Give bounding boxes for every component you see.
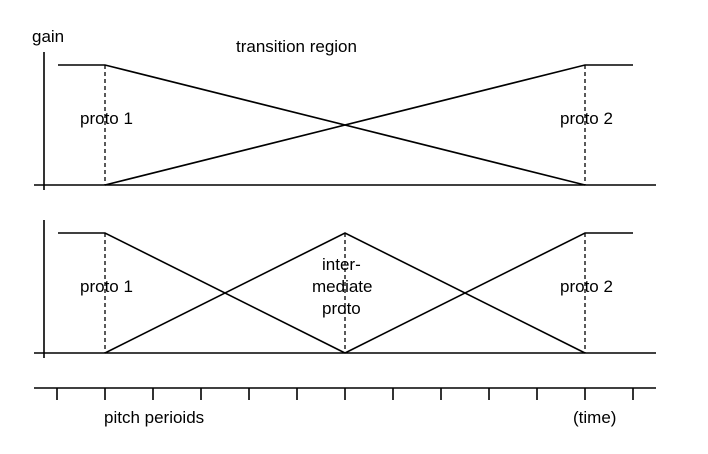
transition-region-label: transition region: [236, 37, 357, 56]
bottom-proto2-label: proto 2: [560, 277, 613, 296]
time-axis-ticks: [56, 388, 634, 400]
bottom-panel: proto 1 proto 2 inter- mediate proto: [34, 220, 656, 358]
time-axis: pitch perioids (time): [34, 387, 656, 427]
intermediate-label-line-1: inter-: [322, 255, 361, 274]
gain-axis-label: gain: [32, 27, 64, 46]
top-proto1-label: proto 1: [80, 109, 133, 128]
intermediate-label-line-2: mediate: [312, 277, 372, 296]
intermediate-proto-label: inter- mediate proto: [312, 255, 372, 318]
time-label: (time): [573, 408, 616, 427]
top-fade-in-curve: [104, 64, 633, 186]
top-fade-out-curve: [58, 64, 586, 186]
bottom-proto1-label: proto 1: [80, 277, 133, 296]
top-panel: gain transition region proto 1 proto 2: [32, 27, 656, 190]
intermediate-label-line-3: proto: [322, 299, 361, 318]
pitch-periods-label: pitch perioids: [104, 408, 204, 427]
top-proto2-label: proto 2: [560, 109, 613, 128]
